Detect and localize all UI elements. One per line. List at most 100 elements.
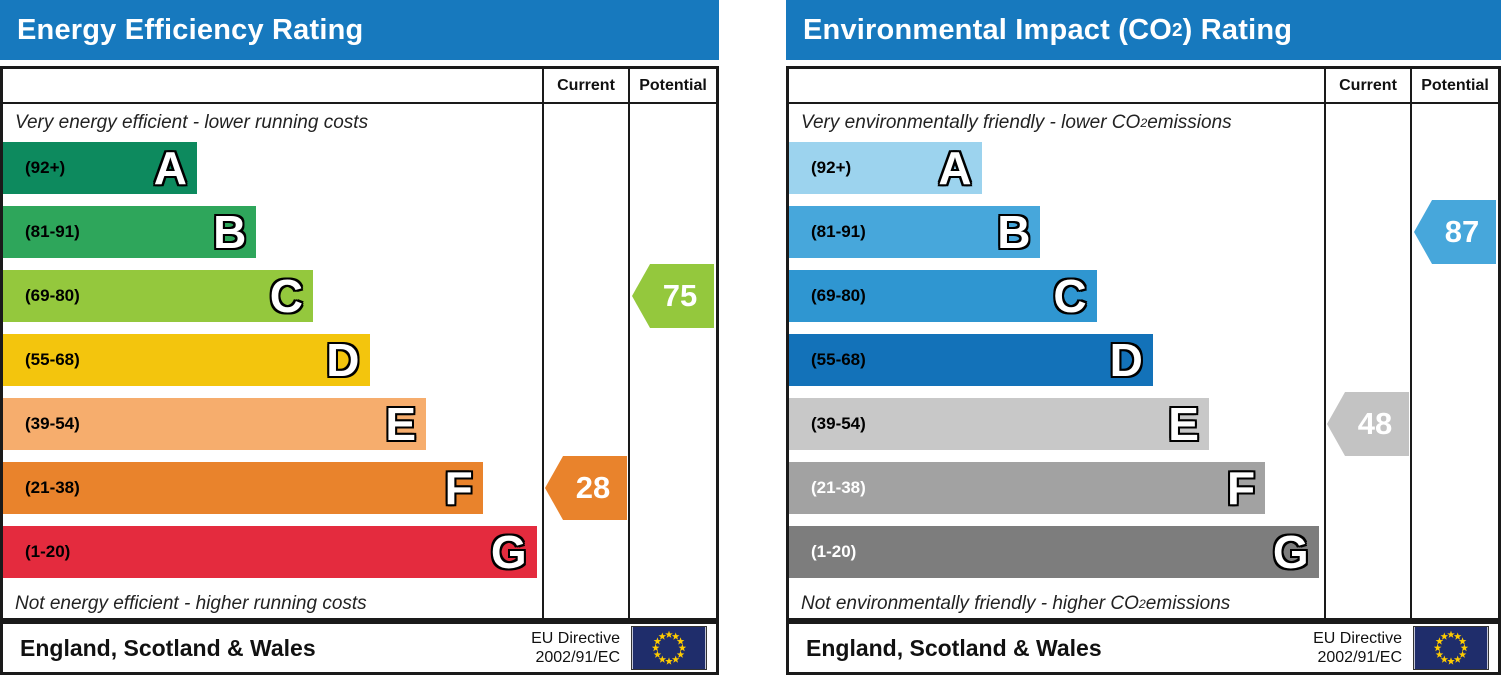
band-letter: D xyxy=(1109,334,1143,386)
band-row: (39-54) E xyxy=(789,398,1324,450)
top-caption-text: Very energy efficient - lower running co… xyxy=(15,112,369,133)
band-row: (1-20) G xyxy=(3,526,542,578)
eu-directive-line2: 2002/91/EC xyxy=(535,649,620,666)
band-range-label: (21-38) xyxy=(811,478,866,497)
bottom-caption-text: Not environmentally friendly - higher CO xyxy=(801,593,1139,614)
current-rating-value: 28 xyxy=(575,470,611,505)
potential-column: 75 xyxy=(628,104,716,618)
band-range-label: (39-54) xyxy=(25,414,80,433)
potential-column: 87 xyxy=(1410,104,1498,618)
band-bar: (69-80) C xyxy=(789,270,1097,322)
band-row: (55-68) D xyxy=(789,334,1324,386)
band-range-label: (69-80) xyxy=(25,286,80,305)
eu-directive-label: EU Directive 2002/91/EC xyxy=(1313,629,1402,667)
band-range-label: (1-20) xyxy=(811,542,857,561)
panel-title-text: Environmental Impact (CO xyxy=(803,13,1172,46)
band-range-label: (81-91) xyxy=(25,222,80,241)
bottom-caption: Not environmentally friendly - higher CO… xyxy=(801,593,1231,614)
band-letter: B xyxy=(997,206,1031,258)
band-bar: (21-38) F xyxy=(3,462,483,514)
band-range-label: (1-20) xyxy=(25,542,71,561)
band-row: (1-20) G xyxy=(789,526,1324,578)
potential-rating-marker: 87 xyxy=(1414,200,1496,264)
potential-rating-value: 87 xyxy=(1444,214,1480,249)
band-row: (69-80) C xyxy=(3,270,542,322)
bottom-caption-text: Not energy efficient - higher running co… xyxy=(15,593,367,614)
band-letter: A xyxy=(938,142,972,194)
band-bar: (1-20) G xyxy=(3,526,537,578)
eu-directive-line2: 2002/91/EC xyxy=(1317,649,1402,666)
current-rating-value: 48 xyxy=(1357,406,1393,441)
potential-rating-marker: 75 xyxy=(632,264,714,328)
footer-bar: England, Scotland & Wales EU Directive 2… xyxy=(0,621,719,675)
band-bar: (55-68) D xyxy=(3,334,370,386)
band-bar: (92+) A xyxy=(789,142,982,194)
potential-rating-value: 75 xyxy=(662,278,698,313)
panel-title: Environmental Impact (CO 2) Rating xyxy=(786,0,1501,60)
current-column: 28 xyxy=(542,104,628,618)
panel-title: Energy Efficiency Rating xyxy=(0,0,719,60)
band-letter: D xyxy=(326,334,360,386)
band-letter: G xyxy=(1272,526,1309,578)
band-bar: (69-80) C xyxy=(3,270,313,322)
band-range-label: (92+) xyxy=(811,158,852,177)
band-range-label: (81-91) xyxy=(811,222,866,241)
current-rating-marker: 48 xyxy=(1327,392,1409,456)
band-letter: B xyxy=(213,206,247,258)
potential-column-header: Potential xyxy=(628,69,716,104)
footer-region-label: England, Scotland & Wales xyxy=(806,634,1102,661)
footer-region-label: England, Scotland & Wales xyxy=(20,634,316,661)
bottom-caption: Not energy efficient - higher running co… xyxy=(3,590,542,618)
band-row: (21-38) F xyxy=(3,462,542,514)
band-row: (92+) A xyxy=(789,142,1324,194)
band-bar: (39-54) E xyxy=(789,398,1209,450)
eu-directive-line1: EU Directive xyxy=(1313,629,1402,647)
eu-directive-line1: EU Directive xyxy=(531,629,620,647)
band-range-label: (69-80) xyxy=(811,286,866,305)
band-letter: A xyxy=(153,142,188,194)
bands-column: Very environmentally friendly - lower CO… xyxy=(789,104,1324,618)
bands-column: Very energy efficient - lower running co… xyxy=(3,104,542,618)
eu-directive-label: EU Directive 2002/91/EC xyxy=(531,629,620,667)
current-column: 48 xyxy=(1324,104,1410,618)
top-caption-suffix: emissions xyxy=(1147,112,1232,133)
table-corner-cell xyxy=(3,69,542,104)
band-letter: E xyxy=(1168,398,1199,450)
band-row: (39-54) E xyxy=(3,398,542,450)
band-bar: (1-20) G xyxy=(789,526,1319,578)
band-bar: (81-91) B xyxy=(789,206,1041,258)
band-letter: C xyxy=(269,270,303,322)
top-caption: Very environmentally friendly - lower CO… xyxy=(801,112,1232,133)
band-bar: (39-54) E xyxy=(3,398,427,450)
panel-title-suffix: ) Rating xyxy=(1182,13,1293,46)
band-range-label: (92+) xyxy=(25,158,66,177)
panel-title-text: Energy Efficiency Rating xyxy=(17,13,364,46)
band-row: (69-80) C xyxy=(789,270,1324,322)
band-row: (55-68) D xyxy=(3,334,542,386)
band-bar: (55-68) D xyxy=(789,334,1153,386)
rating-table: Current Potential Very energy efficient … xyxy=(0,66,719,621)
current-column-header: Current xyxy=(542,69,628,104)
band-row: (81-91) B xyxy=(789,206,1324,258)
top-caption-text: Very environmentally friendly - lower CO xyxy=(801,112,1141,133)
rating-table: Current Potential Very environmentally f… xyxy=(786,66,1501,621)
band-bar: (21-38) F xyxy=(789,462,1266,514)
bands-area: (92+) A (81-91) B (69-80) C (55-68) D (3… xyxy=(789,142,1324,578)
footer-bar: England, Scotland & Wales EU Directive 2… xyxy=(786,621,1501,675)
current-column-header: Current xyxy=(1324,69,1410,104)
eu-flag-icon xyxy=(1413,626,1489,670)
band-letter: F xyxy=(1227,462,1256,514)
band-bar: (81-91) B xyxy=(3,206,257,258)
band-letter: C xyxy=(1053,270,1087,322)
band-range-label: (21-38) xyxy=(25,478,80,497)
band-row: (92+) A xyxy=(3,142,542,194)
band-range-label: (39-54) xyxy=(811,414,866,433)
band-letter: F xyxy=(444,462,473,514)
eu-flag-icon xyxy=(631,626,707,670)
top-caption: Very energy efficient - lower running co… xyxy=(3,104,542,142)
bottom-caption-suffix: emissions xyxy=(1145,593,1231,614)
table-corner-cell xyxy=(789,69,1324,104)
band-range-label: (55-68) xyxy=(25,350,80,369)
band-letter: G xyxy=(490,526,527,578)
